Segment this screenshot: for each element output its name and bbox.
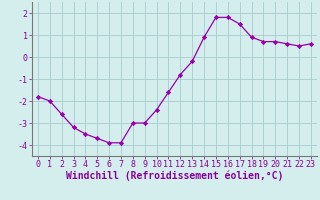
X-axis label: Windchill (Refroidissement éolien,°C): Windchill (Refroidissement éolien,°C) — [66, 171, 283, 181]
